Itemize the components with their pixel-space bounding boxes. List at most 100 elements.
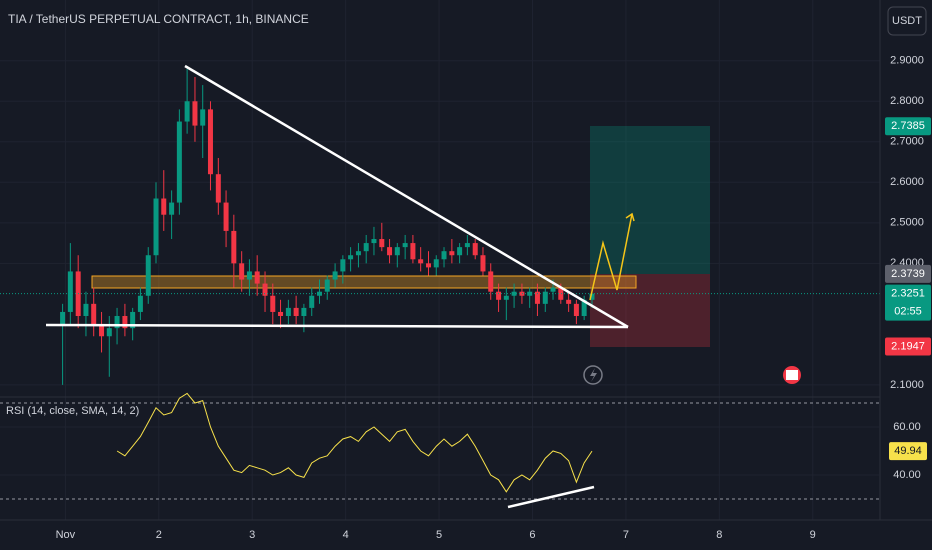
candle-body [457,247,463,256]
candle-body [371,239,377,244]
trendline-lower [45,323,629,329]
candle-body [355,251,361,256]
price-label: 2.3251 [891,288,925,300]
candle-body [153,198,159,256]
price-label-box [885,117,931,136]
candle-body [542,291,548,304]
x-tick-label: 8 [716,529,722,541]
x-tick-label: Nov [56,529,76,541]
candle-body [496,291,502,300]
candles [0,68,880,385]
candle-body [348,255,354,260]
countdown: 02:55 [894,306,922,318]
candle-body [137,295,143,312]
rsi-legend: RSI (14, close, SMA, 14, 2) [6,405,139,417]
candle-body [285,307,291,316]
candle-body [488,271,494,292]
candle-body [122,316,128,329]
x-tick-label: 6 [529,529,535,541]
candle-body [581,299,587,316]
x-tick-label: 7 [623,529,629,541]
y-tick-label: 2.6000 [890,176,924,188]
candle-body [511,291,517,296]
candle-body [309,295,315,308]
x-tick-label: 3 [249,529,255,541]
candle-body [503,295,509,300]
candle-body [324,279,330,292]
candle-body [145,255,151,296]
event-icon[interactable] [583,365,603,385]
candle-body [270,295,276,312]
price-label-box [885,264,931,283]
candle-body [363,243,369,252]
rsi-line [116,392,593,493]
candle-body [527,291,533,296]
candle-body [254,271,260,284]
candle-body [83,303,89,316]
candle-body [239,263,245,280]
candle-body [200,109,206,126]
candle-body [246,271,252,280]
candle-body [573,303,579,316]
y-tick-label: 2.8000 [890,95,924,107]
candle-body [340,259,346,272]
target-zone [590,126,710,274]
candle-body [184,101,190,122]
price-label: 2.3739 [891,268,925,280]
flag [786,370,798,380]
rsi-label-box [889,442,927,461]
candle-body [387,247,393,256]
candle-body [441,251,447,260]
chart-title: TIA / TetherUS PERPETUAL CONTRACT, 1h, B… [8,12,309,26]
candle-body [161,198,167,215]
candle-body [519,291,525,296]
x-tick-label: 2 [156,529,162,541]
candle-body [99,324,105,337]
candle-body [192,101,198,126]
candle-body [207,109,213,175]
candle-body [379,239,385,248]
candle-body [278,311,284,316]
candle-body [106,328,112,337]
currency-button[interactable] [887,6,927,36]
candle-body [402,243,408,248]
rsi-tick-label: 40.00 [893,469,921,481]
x-tick-label: 5 [436,529,442,541]
candle-body [426,263,432,268]
candle-body [472,243,478,256]
y-tick-label: 2.9000 [890,55,924,67]
price-label: 2.1947 [891,340,925,352]
candle-body [67,271,73,312]
candle-body [262,283,268,296]
candle-body [558,287,564,300]
rsi-trendline [507,485,595,509]
labels: Nov 2 3 4 5 6 7 8 92.10002.40002.50002.60002.700… [56,55,931,541]
candle-body [215,174,221,203]
support-zone [91,275,637,289]
candle-body [418,259,424,264]
rsi-tick-label: 60.00 [893,421,921,433]
rsi-label: 49.94 [894,445,922,457]
candle-body [231,230,237,264]
y-tick-label: 2.5000 [890,217,924,229]
stop-zone [590,274,710,347]
x-tick-label: 4 [343,529,349,541]
candle-body [394,247,400,256]
candle-body [293,307,299,316]
candle-body [410,243,416,260]
candle-body [223,202,229,231]
currency[interactable]: USDT [892,15,922,27]
trendline-upper [184,64,629,329]
candle-body [316,291,322,296]
candle-body [464,243,470,248]
x-tick-label: 9 [810,529,816,541]
candle-body [301,307,307,316]
candle-body [91,303,97,325]
candle-body [169,202,175,215]
candle-body [550,287,556,292]
candle-body [332,271,338,280]
candle-body [114,316,120,329]
candle-body [566,299,572,304]
